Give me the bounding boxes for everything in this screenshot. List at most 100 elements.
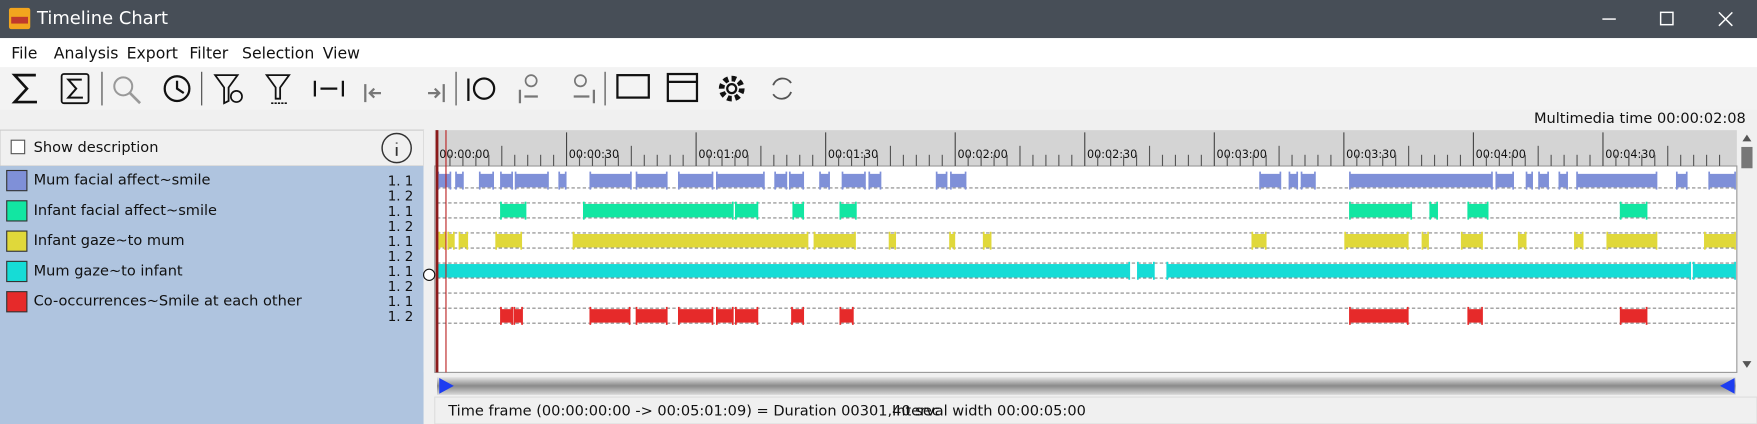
behaviour-bar [448,233,454,248]
behaviour-bar [1704,233,1736,248]
x-tick-label: 00:00:30 [569,148,619,161]
slider-end-handle[interactable] [1720,378,1735,394]
behaviour-bar [820,173,830,188]
behaviour-bar [1574,233,1583,248]
behaviour-bar [1301,173,1315,188]
refresh-button[interactable] [772,77,792,100]
interval-button[interactable] [313,80,345,97]
title-bar [0,0,1757,39]
row-label: 1. 2 [388,250,414,265]
behaviour-bar [1260,173,1281,188]
behaviour-bar [678,309,713,323]
slider-start-handle[interactable] [439,378,454,394]
app-icon-band [11,16,29,24]
menu-item[interactable]: Export [127,43,178,62]
prev-interval-button[interactable] [364,84,381,103]
x-tick-label: 00:02:30 [1087,148,1137,161]
next-interval-button[interactable] [428,84,445,103]
zoom-button[interactable] [113,76,134,97]
window-title: Timeline Chart [36,8,168,29]
legend-swatch [6,200,28,222]
maximize-button[interactable] [1659,11,1674,26]
behaviour-bar [636,173,667,188]
multimedia-time: Multimedia time 00:00:02:08 [1534,110,1746,127]
sum-box-button[interactable] [60,73,90,105]
behaviour-bar [950,233,955,248]
row-label: 1. 2 [388,280,414,295]
behaviour-bar [636,309,667,323]
behaviour-bar [950,173,966,188]
behaviour-bar [842,173,865,188]
time-ruler [434,130,1737,167]
description-bar [0,129,425,167]
legend-label: Mum facial affect~smile [34,172,211,189]
next-time-button[interactable] [573,74,587,88]
scroll-thumb[interactable] [1741,146,1753,169]
behaviour-bar [479,173,494,188]
behaviour-bar [590,309,630,323]
x-tick-label: 00:03:00 [1217,148,1267,161]
behaviour-bar [793,203,804,218]
legend-swatch [6,169,28,192]
prev-time-button[interactable] [524,74,538,88]
next-time-arrow [573,89,596,104]
behaviour-bar [1676,173,1687,188]
legend-swatch [6,291,28,313]
vertical-scrollbar[interactable] [1737,130,1757,373]
history-button[interactable] [163,75,191,103]
time-frame: Time frame (00:00:00:00 -> 00:05:01:09) … [447,403,940,420]
close-button[interactable] [1718,11,1733,27]
toolbar-separators [101,71,606,106]
menu-item[interactable]: Filter [189,43,228,62]
history-hands [175,80,185,95]
settings-button[interactable] [718,75,745,102]
behaviour-list [0,166,424,424]
behaviour-bar [1607,233,1657,248]
behaviour-bar [1252,233,1266,248]
toolbar-icons [11,71,792,106]
show-description-checkbox[interactable] [10,139,26,155]
sum-box-glyph [66,78,83,99]
time-slider[interactable] [437,376,1736,395]
screen-button[interactable] [616,74,650,99]
x-tick-label: 00:01:30 [828,148,878,161]
menu-item[interactable]: View [323,43,360,62]
row-label: 1. 2 [388,310,414,325]
filter-time-button[interactable] [213,74,240,105]
behaviour-bar [936,173,947,188]
scroll-down[interactable] [1742,361,1752,368]
behaviour-bar [1349,309,1408,323]
toolbar [0,67,1757,110]
sum-button[interactable] [11,73,37,104]
behaviour-bar [500,203,526,218]
behaviour-bar [789,173,804,188]
x-tick-label: 00:02:00 [957,148,1007,161]
x-tick-label: 00:03:30 [1346,148,1396,161]
behaviour-bar [678,173,713,188]
behaviour-bar [438,173,451,188]
scroll-up[interactable] [1742,134,1752,142]
behaviour-bar [1709,173,1736,188]
info-button[interactable] [381,132,412,164]
behaviour-bar [1349,203,1412,218]
chart-margin [423,130,435,373]
behaviour-bar [775,173,787,188]
menu-item[interactable]: Selection [242,43,314,62]
behaviour-bar [716,309,733,323]
menu-item[interactable]: Analysis [54,43,119,62]
archive-button[interactable] [666,72,699,103]
behaviour-bar [735,203,758,218]
legend-label: Co-occurrences~Smile at each other [34,293,302,310]
behaviour-bar [1518,233,1526,248]
behaviour-bar [1468,309,1483,323]
filter-button[interactable] [264,74,291,100]
behaviour-bar [1422,233,1429,248]
behaviour-bar [1539,173,1549,188]
legend-label: Infant gaze~to mum [34,232,185,249]
behaviour-bar [735,309,758,323]
legend-swatch [6,230,28,252]
cursor-handle[interactable] [423,268,436,281]
behaviour-bar [500,309,513,323]
menu-item[interactable]: File [11,43,37,62]
